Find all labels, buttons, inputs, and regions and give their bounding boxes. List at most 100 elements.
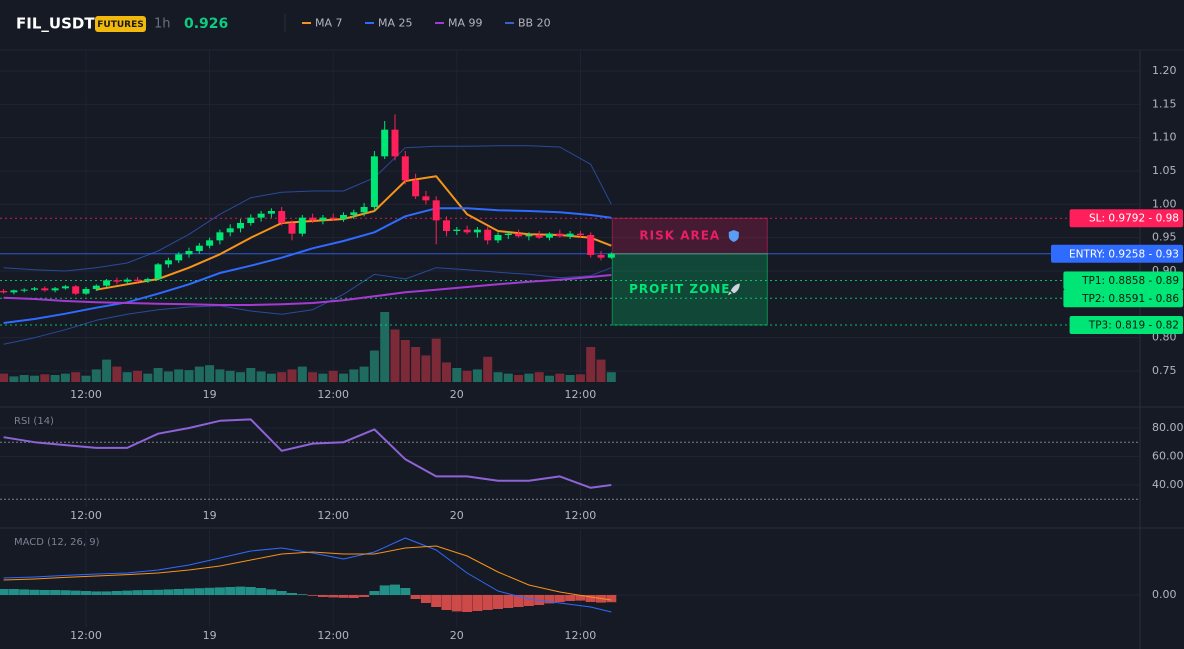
candle-body [134, 279, 142, 281]
candle-body [525, 235, 533, 237]
volume-bar [400, 340, 410, 382]
volume-bar [545, 375, 555, 382]
volume-bar [277, 372, 287, 382]
x-tick-label: 19 [203, 629, 217, 642]
x-tick-label: 12:00 [565, 388, 597, 401]
level-label: SL: 0.9792 - 0.98 [1089, 213, 1179, 225]
volume-bar [308, 372, 318, 382]
x-tick-label: 12:00 [317, 629, 349, 642]
volume-bar [462, 370, 472, 382]
histogram-bar [184, 588, 195, 595]
candle-body [576, 233, 584, 235]
zone [611, 217, 768, 255]
candle-body [607, 253, 615, 258]
volume-bar [565, 375, 575, 382]
line [3, 274, 612, 306]
candle-body [298, 217, 306, 234]
level-label-bg [1051, 244, 1183, 263]
histogram-bar [256, 588, 267, 595]
line [3, 418, 612, 489]
volume-bar [122, 372, 132, 382]
candle-body [144, 279, 152, 281]
volume-bar [452, 368, 462, 382]
level-label-bg [1069, 316, 1183, 334]
histogram-bar [472, 595, 483, 611]
volume-bar [493, 372, 503, 382]
candle-body [515, 233, 523, 237]
volume-bar [328, 370, 338, 382]
line [3, 267, 612, 345]
volume-bar [287, 369, 297, 382]
candle-body [206, 240, 214, 246]
volume-bar [215, 369, 225, 382]
histogram-bar [0, 589, 9, 595]
candle-body [504, 233, 512, 235]
histogram-bar [81, 591, 92, 595]
volume-bar [472, 369, 482, 382]
histogram-bar [111, 591, 122, 595]
candle-body [340, 215, 348, 219]
y-tick-label: 40.00 [1152, 478, 1184, 491]
histogram-bar [379, 585, 390, 595]
volume-bar [71, 372, 81, 382]
volume-bar [50, 375, 60, 382]
histogram-bar [214, 587, 225, 595]
level-label: TP3: 0.819 - 0.82 [1088, 320, 1179, 332]
candle-body [494, 235, 502, 241]
candle-body [154, 264, 162, 279]
y-tick-label: 1.00 [1152, 197, 1177, 210]
shield-icon [728, 230, 739, 242]
candle-body [72, 286, 80, 294]
histogram-bar [101, 591, 112, 595]
volume-bar [555, 373, 565, 382]
volume-bar [60, 373, 70, 382]
y-tick-label: 1.10 [1152, 131, 1177, 144]
volume-bar [9, 376, 19, 382]
y-tick-label: 1.20 [1152, 64, 1177, 77]
volume-bar [256, 371, 266, 382]
x-tick-label: 20 [450, 629, 464, 642]
histogram-bar [462, 595, 473, 612]
level-label-bg [1069, 209, 1183, 228]
candle-body [587, 235, 595, 255]
histogram-bar [122, 590, 133, 595]
volume-bar [112, 366, 122, 382]
candle-body [20, 289, 28, 291]
candle-body [597, 255, 605, 258]
legend-label: MA 25 [378, 17, 413, 30]
legend-label: BB 20 [518, 17, 551, 30]
candle-body [329, 217, 337, 219]
histogram-bar [585, 595, 596, 602]
histogram-bar [338, 595, 349, 598]
candle-body [412, 180, 420, 197]
histogram-bar [328, 595, 339, 598]
volume-bar [40, 374, 50, 382]
candle-body [41, 288, 49, 291]
volume-bar [297, 366, 307, 382]
candle-body [463, 229, 471, 233]
candle-body [82, 289, 90, 294]
x-tick-label: 12:00 [565, 509, 597, 522]
volume-bar [81, 375, 91, 382]
badge-bg [95, 16, 146, 32]
histogram-bar [225, 587, 236, 595]
volume-bar [586, 347, 596, 382]
x-tick-label: 12:00 [317, 388, 349, 401]
histogram-bar [60, 590, 71, 595]
level-label: TP2: 0.8591 - 0.86 [1081, 293, 1179, 305]
line [3, 145, 612, 272]
volume-bar [102, 359, 112, 382]
histogram-bar [204, 587, 215, 595]
candle-body [443, 220, 451, 231]
histogram-bar [451, 595, 462, 612]
candle-body [401, 156, 409, 181]
histogram-bar [359, 595, 370, 597]
histogram-bar [19, 589, 30, 595]
histogram-bar [390, 584, 401, 595]
histogram-bar [276, 591, 287, 595]
candle-body [556, 233, 564, 237]
y-tick-label: 0.00 [1152, 588, 1177, 601]
last-price: 0.926 [184, 16, 228, 32]
histogram-bar [565, 595, 576, 601]
candle-body [10, 290, 18, 293]
